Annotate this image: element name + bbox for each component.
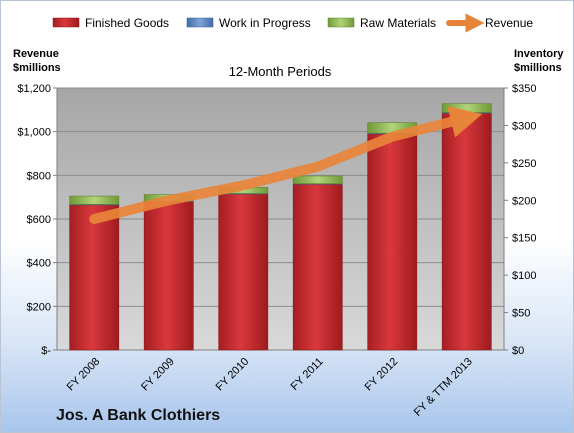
x-tick-label: FY 2008	[65, 356, 103, 394]
x-tick-label: FY 2009	[139, 356, 177, 394]
left-axis-title-line1: Revenue	[13, 48, 59, 60]
left-axis-title-line2: $millions	[13, 62, 61, 74]
bar-finished-goods	[292, 183, 343, 351]
legend-label-revenue: Revenue	[485, 16, 533, 30]
left-tick-label: $-	[41, 345, 51, 357]
right-tick-label: $150	[512, 233, 536, 245]
right-tick-label: $350	[512, 83, 536, 95]
right-axis-title-line2: $millions	[514, 62, 562, 74]
revenue-line	[89, 106, 483, 224]
left-tick-label: $1,000	[17, 127, 51, 139]
bar-finished-goods	[218, 193, 269, 351]
legend-label-finished-goods: Finished Goods	[85, 16, 169, 30]
bar-finished-goods	[143, 201, 194, 351]
chart-title: 12-Month Periods	[229, 64, 332, 79]
left-axis: $- $200 $400 $600 $800 $1,000 $1,200	[17, 83, 57, 357]
x-tick-label: FY & TTM 2013	[412, 356, 475, 419]
bar-raw-materials	[441, 103, 492, 113]
right-axis-title-line1: Inventory	[514, 48, 564, 60]
legend-swatch-work-in-progress	[186, 17, 214, 28]
bar-finished-goods	[367, 133, 418, 351]
right-tick-label: $100	[512, 270, 536, 282]
company-title: Jos. A Bank Clothiers	[56, 407, 220, 424]
legend-swatch-finished-goods	[52, 17, 80, 28]
right-tick-label: $0	[512, 345, 524, 357]
bar-raw-materials	[292, 175, 343, 184]
left-tick-label: $1,200	[17, 83, 51, 95]
x-tick-label: FY 2010	[214, 356, 252, 394]
right-tick-label: $200	[512, 195, 536, 207]
legend-swatch-raw-materials	[327, 17, 355, 28]
bar-finished-goods	[69, 204, 120, 351]
left-tick-label: $600	[27, 214, 51, 226]
right-axis: $0 $50 $100 $150 $200 $250 $300 $350	[504, 83, 536, 357]
revenue-line-path	[89, 106, 483, 224]
x-tick-label: FY 2012	[363, 356, 401, 394]
bar-finished-goods	[441, 112, 492, 351]
legend-label-work-in-progress: Work in Progress	[219, 16, 311, 30]
legend-label-raw-materials: Raw Materials	[360, 16, 436, 30]
x-tick-label: FY 2011	[289, 356, 326, 393]
bar-raw-materials	[69, 195, 120, 205]
left-tick-label: $200	[27, 301, 51, 313]
right-tick-label: $50	[512, 308, 530, 320]
right-tick-label: $250	[512, 158, 536, 170]
legend: Finished Goods Work in Progress Raw Mate…	[52, 13, 533, 33]
left-tick-label: $800	[27, 170, 51, 182]
right-tick-label: $300	[512, 120, 536, 132]
left-tick-label: $400	[27, 258, 51, 270]
